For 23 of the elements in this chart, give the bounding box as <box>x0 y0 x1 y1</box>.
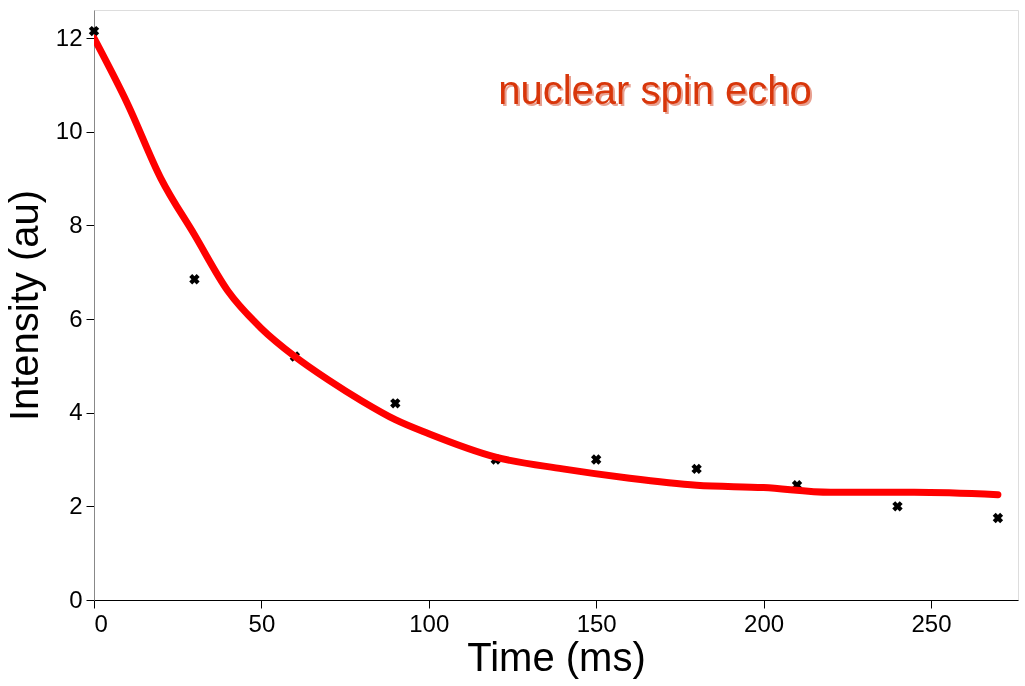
point <box>892 501 903 512</box>
point <box>691 463 702 475</box>
x-tick-label: 150 <box>576 609 617 637</box>
point <box>189 274 200 285</box>
x-tick-label: 100 <box>409 609 450 637</box>
point <box>88 25 100 37</box>
annotation: nuclear spin echo <box>500 69 814 114</box>
point <box>590 454 602 465</box>
y-tick-label: 10 <box>55 117 83 145</box>
point <box>992 512 1004 524</box>
y-tick-label: 0 <box>69 585 83 613</box>
y-tick-label: 4 <box>69 398 83 426</box>
y-tick-label: 6 <box>69 304 83 332</box>
y-tick-label: 8 <box>69 210 83 238</box>
x-tick-label: 0 <box>94 609 108 637</box>
point <box>390 398 401 409</box>
y-tick-label: 2 <box>69 491 83 519</box>
x-axis-title: Time (ms) <box>467 634 646 679</box>
y-axis-title: Intensity (au) <box>1 189 46 422</box>
x-tick-label: 200 <box>744 609 785 637</box>
x-tick-label: 250 <box>911 609 952 637</box>
x-tick-label: 50 <box>248 609 276 637</box>
y-tick-label: 12 <box>55 23 83 51</box>
